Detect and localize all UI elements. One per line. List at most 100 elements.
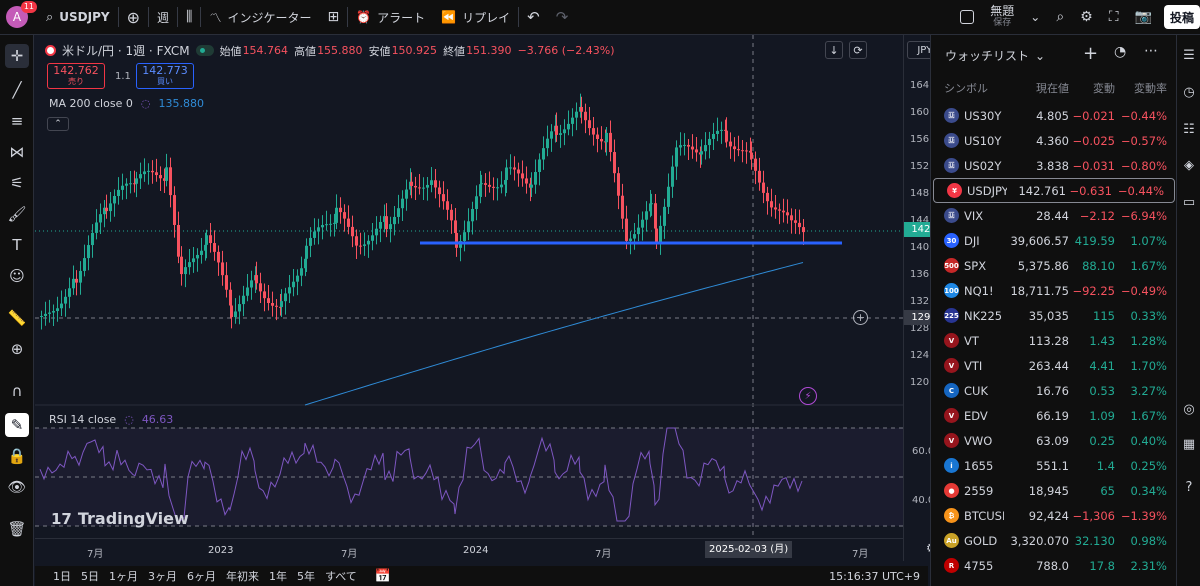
calendar-icon[interactable]: 📅 bbox=[374, 568, 391, 584]
symbol-search-button[interactable]: ⌕ USDJPY bbox=[38, 0, 118, 35]
range-5y-button[interactable]: 5年 bbox=[297, 570, 315, 583]
col-symbol[interactable]: シンボル bbox=[944, 82, 988, 95]
chat-icon[interactable]: ▭ bbox=[1182, 194, 1196, 210]
user-avatar[interactable]: A 11 bbox=[6, 1, 37, 28]
candle-body bbox=[180, 256, 183, 275]
brush-tool-icon[interactable]: 🖌 bbox=[7, 205, 27, 223]
clock-display[interactable]: 15:16:37 UTC+9 bbox=[829, 569, 920, 583]
text-tool-icon[interactable]: T bbox=[12, 236, 22, 254]
fib-tool-icon[interactable]: ≡ bbox=[10, 112, 24, 130]
data-window-icon[interactable]: ☷ bbox=[1183, 121, 1195, 137]
publish-button[interactable]: 投稿 bbox=[1163, 5, 1200, 29]
range-3m-button[interactable]: 3ヶ月 bbox=[148, 570, 177, 583]
crosshair-tool-icon[interactable]: ✛ bbox=[5, 44, 29, 68]
candle-body bbox=[121, 185, 124, 190]
hotlist-icon[interactable]: ◎ bbox=[1183, 401, 1195, 417]
watchlist-row[interactable]: 500 SPX 5,375.86 88.10 1.67% bbox=[931, 253, 1177, 278]
col-change[interactable]: 変動 bbox=[1093, 82, 1115, 95]
quick-search-button[interactable]: ⌕ bbox=[1048, 0, 1072, 35]
sell-button[interactable]: 142.762 売り bbox=[47, 63, 105, 89]
scroll-down-button[interactable]: ↓ bbox=[825, 41, 843, 59]
drawing-mode-icon[interactable]: ✎ bbox=[5, 413, 29, 437]
trash-icon[interactable]: 🗑 bbox=[7, 520, 27, 538]
buy-button[interactable]: 142.773 買い bbox=[136, 63, 194, 89]
settings-button[interactable]: ⚙ bbox=[1072, 0, 1101, 35]
alert-button[interactable]: ⏰ アラート bbox=[348, 0, 433, 35]
watchlist-row[interactable]: i 1655 551.1 1.4 0.25% bbox=[931, 453, 1177, 478]
ma-label: MA 200 close 0 bbox=[49, 97, 133, 110]
interval-button[interactable]: 週 bbox=[149, 0, 177, 35]
compare-button[interactable]: ⊕ bbox=[119, 0, 148, 35]
range-1y-button[interactable]: 1年 bbox=[269, 570, 287, 583]
collapse-legend-button[interactable]: ⌃ bbox=[47, 117, 69, 131]
ruler-tool-icon[interactable]: 📏 bbox=[7, 309, 27, 327]
pie-chart-icon[interactable]: ◔ bbox=[1114, 44, 1127, 60]
range-1m-button[interactable]: 1ヶ月 bbox=[109, 570, 138, 583]
alerts-clock-icon[interactable]: ◷ bbox=[1183, 84, 1195, 100]
layout-toggle[interactable] bbox=[952, 0, 982, 35]
range-5d-button[interactable]: 5日 bbox=[81, 570, 99, 583]
undo-button[interactable]: ↶ bbox=[519, 0, 548, 35]
watchlist-row[interactable]: Au GOLD 3,320.070 32.130 0.98% bbox=[931, 528, 1177, 553]
calendar-icon[interactable]: ▦ bbox=[1182, 436, 1196, 452]
candle-body bbox=[117, 189, 120, 197]
redo-icon: ↷ bbox=[555, 8, 569, 26]
add-alert-button[interactable]: + bbox=[853, 310, 868, 325]
watchlist-row[interactable]: C CUK 16.76 0.53 3.27% bbox=[931, 378, 1177, 403]
indicators-button[interactable]: 〽インジケーター bbox=[201, 0, 319, 35]
watchlist-row[interactable]: V VT 113.28 1.43 1.28% bbox=[931, 328, 1177, 353]
candle-body bbox=[571, 117, 574, 124]
fullscreen-button[interactable]: ⛶ bbox=[1101, 0, 1127, 35]
watchlist-title-button[interactable]: ウォッチリスト ⌄ bbox=[945, 47, 1045, 64]
fit-button[interactable]: ⟳ bbox=[849, 41, 867, 59]
pattern-tool-icon[interactable]: ⋈ bbox=[9, 143, 25, 161]
trendline-tool-icon[interactable]: ╱ bbox=[12, 81, 22, 99]
layout-menu-button[interactable]: ⌄ bbox=[1022, 0, 1048, 35]
add-symbol-icon[interactable]: + bbox=[1083, 43, 1099, 64]
watchlist-row[interactable]: 🇺 VIX 28.44 −2.12 −6.94% bbox=[931, 203, 1177, 228]
col-last[interactable]: 現在値 bbox=[1036, 82, 1069, 95]
candle-body bbox=[263, 291, 266, 299]
lock-icon[interactable]: 🔒 bbox=[7, 447, 27, 465]
help-icon[interactable]: ? bbox=[1185, 479, 1193, 495]
snapshot-button[interactable]: 📷 bbox=[1127, 0, 1160, 35]
watchlist-row[interactable]: 225 NK225 35,035 115 0.33% bbox=[931, 303, 1177, 328]
layers-icon[interactable]: ◈ bbox=[1184, 157, 1194, 173]
watchlist-row[interactable]: R 4755 788.0 17.8 2.31% bbox=[931, 553, 1177, 578]
watchlist-row[interactable]: V VWO 63.09 0.25 0.40% bbox=[931, 428, 1177, 453]
alert-lightning-icon[interactable]: ⚡ bbox=[799, 387, 817, 405]
watchlist-icon[interactable]: ☰ bbox=[1183, 47, 1195, 63]
candle-body bbox=[492, 186, 495, 188]
watchlist-row[interactable]: 🇺 US10Y 4.360 −0.025 −0.57% bbox=[931, 128, 1177, 153]
watchlist-row[interactable]: 100 NQ1! 18,711.75 −92.25 −0.49% bbox=[931, 278, 1177, 303]
eye-icon[interactable]: 👁 bbox=[7, 478, 27, 496]
range-ytd-button[interactable]: 年初来 bbox=[226, 570, 259, 583]
price-chart[interactable] bbox=[35, 35, 903, 561]
time-axis[interactable]: 7月 2023 7月 2024 7月 7月 2025-02-03 (月) bbox=[35, 538, 903, 561]
range-6m-button[interactable]: 6ヶ月 bbox=[187, 570, 216, 583]
forecast-tool-icon[interactable]: ⚟ bbox=[10, 174, 24, 192]
watchlist-row[interactable]: 30 DJI 39,606.57 419.59 1.07% bbox=[931, 228, 1177, 253]
watchlist-row[interactable]: ● 2559 18,945 65 0.34% bbox=[931, 478, 1177, 503]
watchlist-row[interactable]: 🇺 US02Y 3.838 −0.031 −0.80% bbox=[931, 153, 1177, 178]
range-1d-button[interactable]: 1日 bbox=[53, 570, 71, 583]
replay-button[interactable]: ⏪ リプレイ bbox=[433, 0, 518, 35]
watchlist-symbol: GOLD bbox=[964, 533, 998, 548]
emoji-tool-icon[interactable]: ☺ bbox=[9, 267, 25, 285]
zoom-in-icon[interactable]: ⊕ bbox=[10, 340, 24, 358]
watchlist-row[interactable]: ¥ USDJPY 142.761 −0.631 −0.44% bbox=[933, 178, 1175, 203]
chart-pane[interactable]: 米ドル/円 · 1週 · FXCM 始値 154.764 高値 155.880 安値… bbox=[35, 35, 960, 561]
layout-name-button[interactable]: 無題 保存 bbox=[982, 0, 1022, 35]
col-change-pct[interactable]: 変動率 bbox=[1134, 82, 1167, 95]
magnet-icon[interactable]: ∩ bbox=[11, 382, 23, 400]
watchlist-row[interactable]: V VTI 263.44 4.41 1.70% bbox=[931, 353, 1177, 378]
templates-button[interactable]: ⊞ bbox=[319, 0, 347, 35]
watchlist-row[interactable]: 🇺 US30Y 4.805 −0.021 −0.44% bbox=[931, 103, 1177, 128]
range-all-button[interactable]: すべて bbox=[325, 570, 357, 583]
candle-body bbox=[209, 235, 212, 244]
more-icon[interactable]: ⋯ bbox=[1144, 43, 1158, 59]
watchlist-row[interactable]: V EDV 66.19 1.09 1.67% bbox=[931, 403, 1177, 428]
watchlist-row[interactable]: ₿ BTCUSD 92,424−1,306 −1.39% bbox=[931, 503, 1177, 528]
redo-button[interactable]: ↷ bbox=[548, 0, 577, 35]
chart-type-button[interactable]: ⫼ bbox=[178, 0, 200, 35]
